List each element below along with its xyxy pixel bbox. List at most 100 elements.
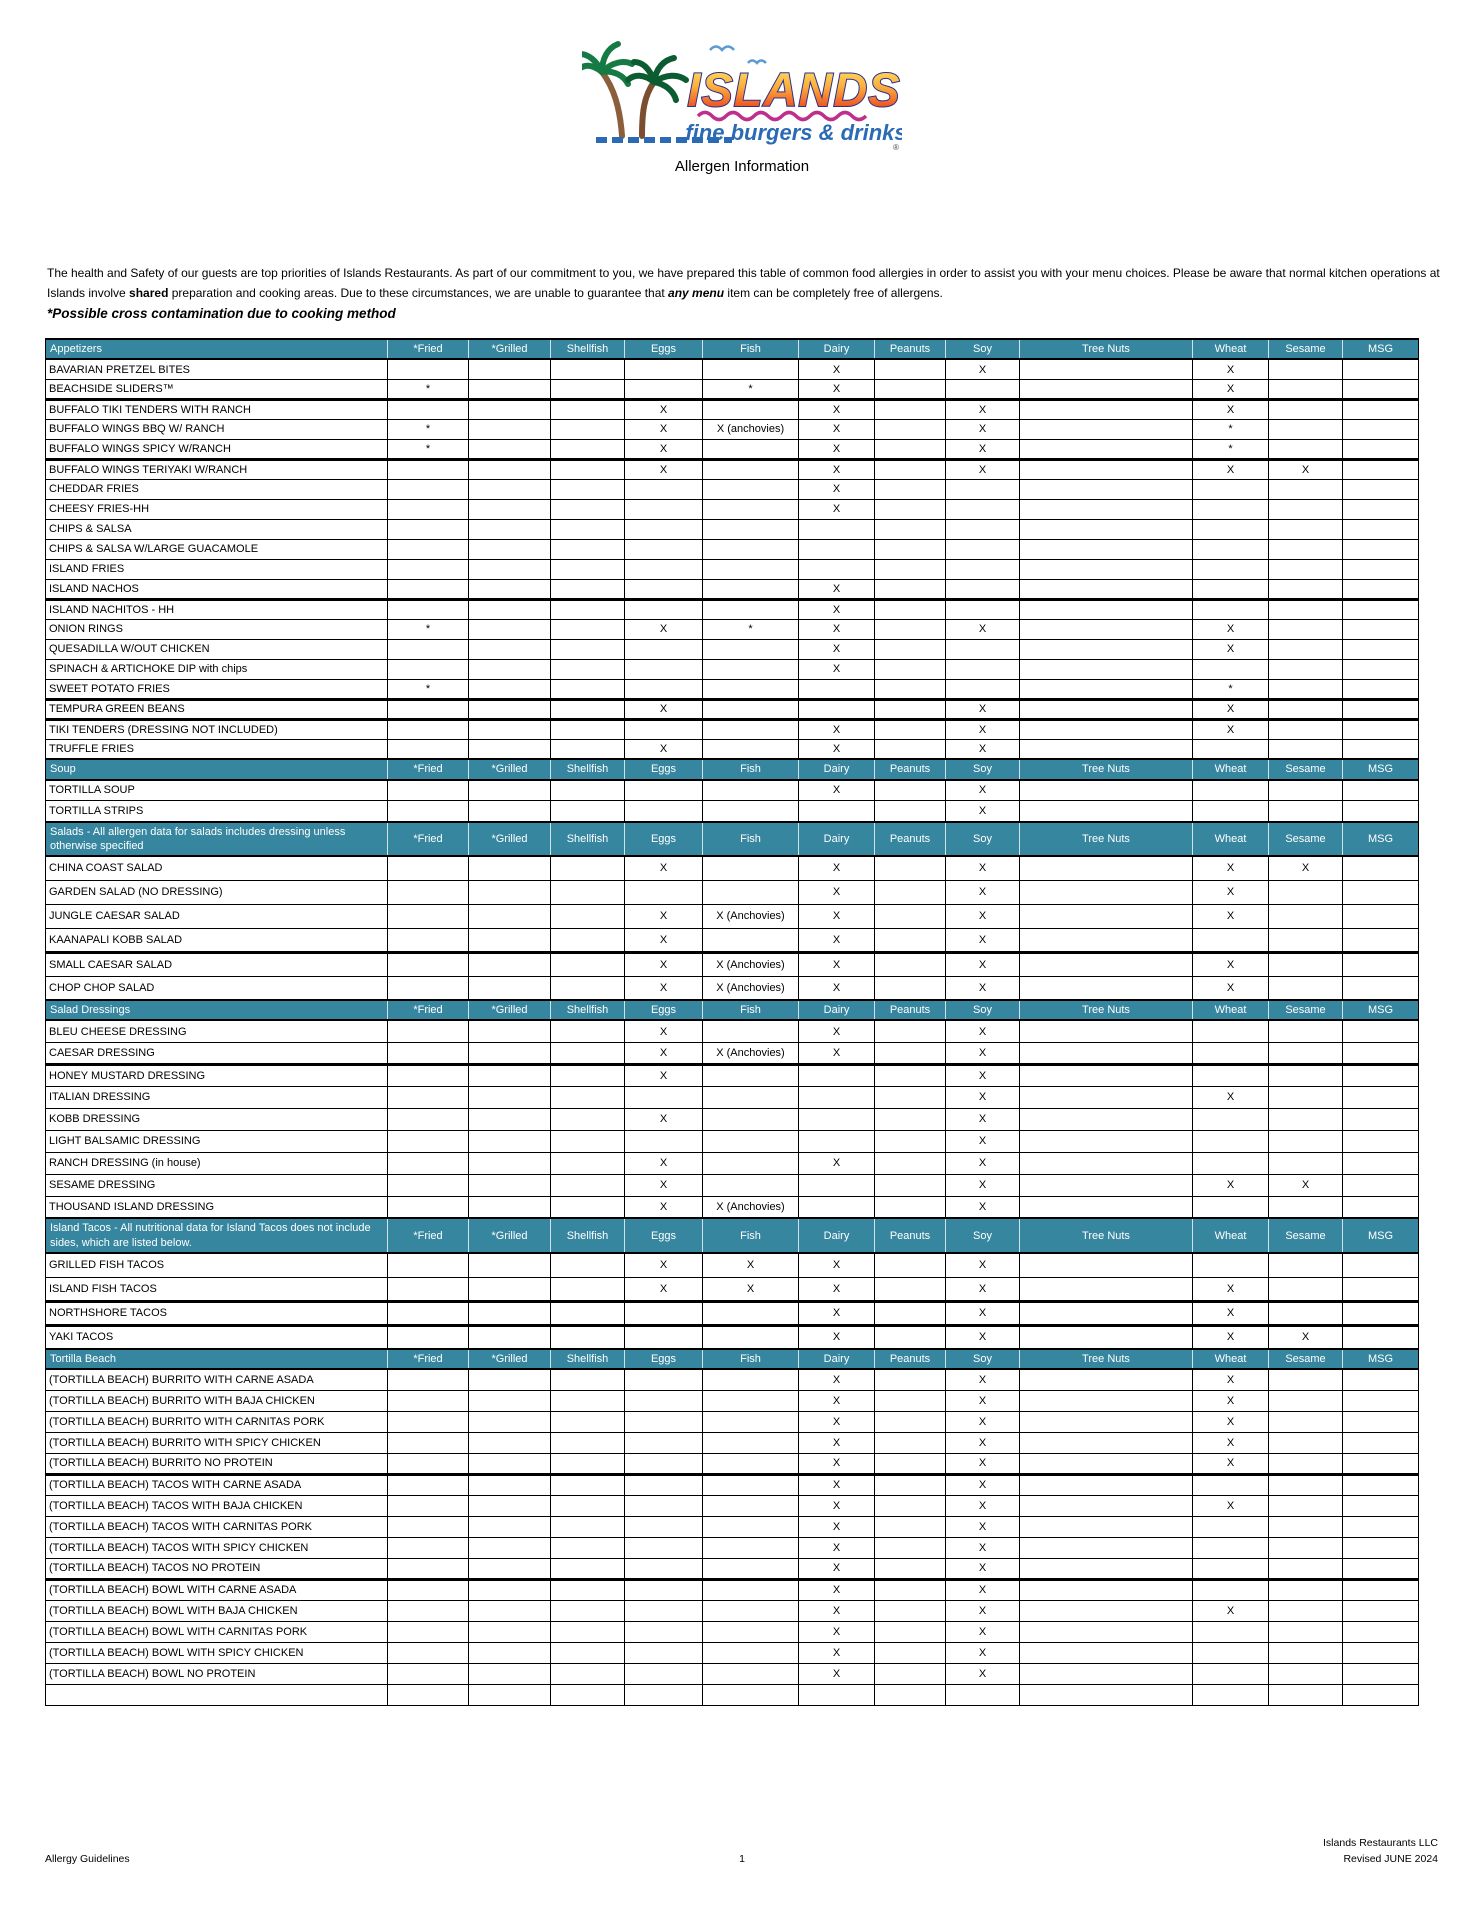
allergen-mark <box>550 1041 625 1065</box>
allergen-mark <box>1342 1515 1419 1538</box>
allergen-mark: X <box>1268 855 1343 881</box>
allergen-mark: X <box>624 1151 703 1175</box>
allergen-mark: X <box>798 1431 875 1454</box>
column-header: Shellfish <box>550 999 625 1022</box>
table-row: CHEDDAR FRIES X <box>45 478 1419 500</box>
allergen-mark: X <box>798 1019 875 1043</box>
allergen-mark <box>702 779 799 802</box>
item-name: ITALIAN DRESSING <box>45 1085 388 1109</box>
allergen-mark: X <box>624 1107 703 1131</box>
allergen-mark <box>1342 1389 1419 1412</box>
column-header: Tree Nuts <box>1019 758 1193 781</box>
allergen-mark <box>874 558 946 580</box>
allergen-mark: * <box>1192 438 1269 460</box>
allergen-mark <box>468 658 551 680</box>
allergen-mark <box>550 397 625 420</box>
item-name: KOBB DRESSING <box>45 1107 388 1131</box>
allergen-mark <box>1019 478 1193 500</box>
allergen-mark <box>624 638 703 660</box>
column-header: Fish <box>702 1348 799 1371</box>
allergen-mark <box>387 358 469 380</box>
allergen-mark <box>624 678 703 700</box>
column-header: *Grilled <box>468 1217 551 1255</box>
allergen-mark <box>798 518 875 540</box>
allergen-mark: X <box>945 1368 1020 1391</box>
column-header: Sesame <box>1268 337 1343 361</box>
allergen-mark <box>702 638 799 660</box>
table-row: SMALL CAESAR SALAD X X (Anchovies) X X X <box>45 950 1419 977</box>
allergen-mark <box>1342 1557 1419 1580</box>
allergen-mark <box>1268 1410 1343 1433</box>
column-header: *Fried <box>387 999 469 1022</box>
allergen-mark <box>624 1620 703 1643</box>
item-name: CHEESY FRIES-HH <box>45 498 388 520</box>
column-header: MSG <box>1342 758 1419 781</box>
allergen-mark <box>798 1173 875 1197</box>
allergen-mark: X <box>798 498 875 520</box>
allergen-mark <box>1019 1557 1193 1580</box>
allergen-mark <box>874 1494 946 1517</box>
column-header: Fish <box>702 999 799 1022</box>
allergen-mark <box>1268 478 1343 500</box>
allergen-mark <box>798 538 875 560</box>
allergen-mark <box>1268 800 1343 823</box>
allergen-mark <box>624 1536 703 1559</box>
allergen-mark <box>1019 1472 1193 1496</box>
allergen-mark <box>1268 1041 1343 1065</box>
allergen-mark <box>550 1129 625 1153</box>
allergen-mark <box>1019 1431 1193 1454</box>
allergen-mark: X <box>945 1062 1020 1087</box>
footer-left-label: Allergy Guidelines <box>45 1853 130 1865</box>
allergen-mark <box>702 1536 799 1559</box>
allergen-mark: * <box>387 438 469 460</box>
allergen-mark: X <box>624 438 703 460</box>
allergen-mark <box>1342 638 1419 660</box>
allergen-mark <box>468 678 551 700</box>
allergen-mark <box>550 1252 625 1278</box>
item-name: BUFFALO TIKI TENDERS WITH RANCH <box>45 397 388 420</box>
allergen-mark <box>1342 538 1419 560</box>
item-name: CHIPS & SALSA W/LARGE GUACAMOLE <box>45 538 388 560</box>
allergen-mark <box>1192 1107 1269 1131</box>
allergen-mark <box>550 1410 625 1433</box>
section-header-row: Salads - All allergen data for salads in… <box>45 820 1419 858</box>
allergen-mark <box>550 1276 625 1302</box>
allergen-mark: X <box>1192 618 1269 640</box>
allergen-mark <box>1019 638 1193 660</box>
table-row: (TORTILLA BEACH) BOWL WITH CARNE ASADA X X <box>45 1577 1419 1601</box>
allergen-mark: X <box>1192 903 1269 929</box>
allergen-mark <box>1019 438 1193 460</box>
allergen-mark <box>1192 738 1269 760</box>
allergen-mark <box>1342 378 1419 400</box>
table-row: (TORTILLA BEACH) BOWL NO PROTEIN X X <box>45 1662 1419 1685</box>
allergen-mark <box>1342 1662 1419 1685</box>
allergen-mark <box>550 1452 625 1475</box>
allergen-mark: X <box>945 1620 1020 1643</box>
allergen-mark <box>1268 1641 1343 1664</box>
allergen-mark <box>702 478 799 500</box>
allergen-mark <box>624 538 703 560</box>
allergen-mark: X <box>1192 358 1269 380</box>
allergen-mark: X <box>624 457 703 480</box>
column-header: Peanuts <box>874 820 946 858</box>
allergen-mark <box>550 1431 625 1454</box>
allergen-mark <box>387 1431 469 1454</box>
allergen-mark <box>874 597 946 620</box>
allergen-mark <box>702 1323 799 1350</box>
table-row: (TORTILLA BEACH) BURRITO WITH CARNE ASAD… <box>45 1368 1419 1391</box>
allergen-mark: X <box>624 1252 703 1278</box>
allergen-mark: X <box>798 478 875 500</box>
allergen-mark <box>468 738 551 760</box>
allergen-mark <box>874 378 946 400</box>
allergen-mark <box>1019 1041 1193 1065</box>
allergen-mark <box>1268 678 1343 700</box>
allergen-mark <box>702 1494 799 1517</box>
table-row: BEACHSIDE SLIDERS™ * * X X <box>45 378 1419 400</box>
item-name: ISLAND NACHOS <box>45 578 388 600</box>
column-header: Dairy <box>798 1217 875 1255</box>
allergen-mark <box>550 879 625 905</box>
allergen-mark <box>387 697 469 720</box>
table-row: SWEET POTATO FRIES * * <box>45 678 1419 700</box>
allergen-mark <box>1019 1452 1193 1475</box>
allergen-mark <box>550 1062 625 1087</box>
